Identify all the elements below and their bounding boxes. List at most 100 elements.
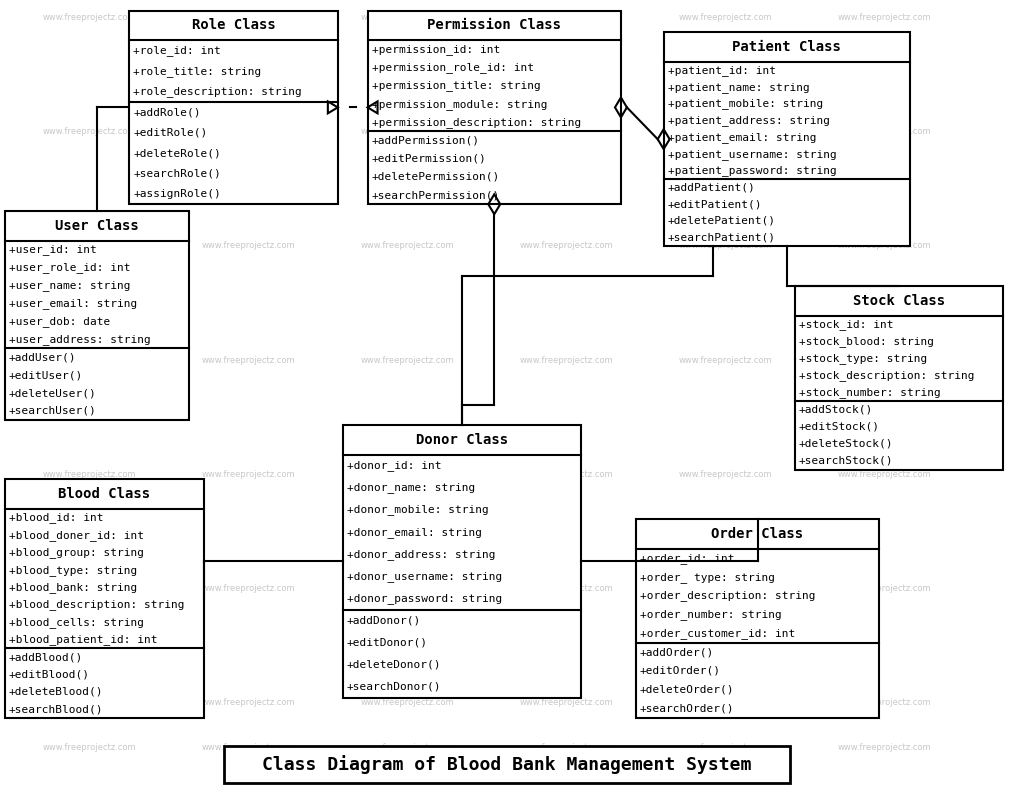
Text: +searchStock(): +searchStock() [798, 456, 893, 466]
Text: +deleteStock(): +deleteStock() [798, 439, 893, 449]
Text: +blood_description: string: +blood_description: string [9, 600, 184, 611]
Text: www.freeprojectz.com: www.freeprojectz.com [43, 743, 137, 752]
Text: Order Class: Order Class [711, 527, 803, 541]
Text: +patient_name: string: +patient_name: string [667, 82, 809, 93]
Text: +stock_type: string: +stock_type: string [798, 353, 926, 364]
Text: +order_ type: string: +order_ type: string [639, 572, 774, 583]
Text: +deleteUser(): +deleteUser() [9, 388, 97, 398]
Text: +blood_patient_id: int: +blood_patient_id: int [9, 634, 157, 645]
Bar [367, 10, 621, 204]
Text: +searchDonor(): +searchDonor() [346, 682, 441, 692]
Text: +user_dob: date: +user_dob: date [9, 316, 110, 327]
Text: +addBlood(): +addBlood() [9, 652, 84, 662]
Text: www.freeprojectz.com: www.freeprojectz.com [519, 743, 612, 752]
Text: +addOrder(): +addOrder() [639, 647, 713, 657]
Text: +searchPermission(): +searchPermission() [371, 190, 499, 200]
Text: +stock_blood: string: +stock_blood: string [798, 336, 932, 347]
Text: +donor_id: int: +donor_id: int [346, 460, 441, 471]
Bar [5, 479, 204, 718]
Text: +blood_group: string: +blood_group: string [9, 547, 144, 558]
Text: www.freeprojectz.com: www.freeprojectz.com [43, 699, 137, 707]
Text: User Class: User Class [55, 219, 139, 233]
Text: +patient_username: string: +patient_username: string [667, 149, 836, 159]
Text: www.freeprojectz.com: www.freeprojectz.com [678, 242, 771, 250]
Text: www.freeprojectz.com: www.freeprojectz.com [202, 743, 294, 752]
Text: +user_role_id: int: +user_role_id: int [9, 262, 130, 273]
Text: +deletePermission(): +deletePermission() [371, 172, 499, 182]
Text: Stock Class: Stock Class [852, 294, 945, 307]
Bar [663, 32, 909, 246]
Text: www.freeprojectz.com: www.freeprojectz.com [202, 699, 294, 707]
Text: www.freeprojectz.com: www.freeprojectz.com [43, 13, 137, 22]
Text: Class Diagram of Blood Bank Management System: Class Diagram of Blood Bank Management S… [262, 755, 751, 774]
Text: +stock_description: string: +stock_description: string [798, 370, 973, 381]
Text: +role_description: string: +role_description: string [133, 86, 302, 97]
Text: +deleteDonor(): +deleteDonor() [346, 660, 441, 670]
Text: www.freeprojectz.com: www.freeprojectz.com [678, 743, 771, 752]
Text: +donor_email: string: +donor_email: string [346, 527, 481, 538]
Text: www.freeprojectz.com: www.freeprojectz.com [837, 470, 930, 479]
Text: www.freeprojectz.com: www.freeprojectz.com [519, 699, 612, 707]
Text: +permission_title: string: +permission_title: string [371, 81, 540, 91]
Text: www.freeprojectz.com: www.freeprojectz.com [202, 13, 294, 22]
Text: +searchUser(): +searchUser() [9, 406, 97, 416]
Text: +blood_id: int: +blood_id: int [9, 512, 103, 524]
Text: www.freeprojectz.com: www.freeprojectz.com [360, 356, 453, 365]
Text: +permission_role_id: int: +permission_role_id: int [371, 63, 533, 73]
Text: www.freeprojectz.com: www.freeprojectz.com [360, 699, 453, 707]
Text: +addDonor(): +addDonor() [346, 615, 421, 626]
Text: +addPermission(): +addPermission() [371, 135, 479, 146]
Bar [223, 746, 789, 783]
Text: www.freeprojectz.com: www.freeprojectz.com [43, 128, 137, 136]
Text: +addUser(): +addUser() [9, 352, 76, 362]
Text: +editRole(): +editRole() [133, 128, 207, 138]
Text: +user_name: string: +user_name: string [9, 280, 130, 291]
Text: +editOrder(): +editOrder() [639, 666, 720, 676]
Text: www.freeprojectz.com: www.freeprojectz.com [678, 13, 771, 22]
Text: +editUser(): +editUser() [9, 370, 84, 380]
Text: +assignRole(): +assignRole() [133, 189, 221, 199]
Text: +deleteBlood(): +deleteBlood() [9, 687, 103, 697]
Text: +order_id: int: +order_id: int [639, 553, 734, 564]
Text: +blood_doner_id: int: +blood_doner_id: int [9, 530, 144, 541]
Text: +searchBlood(): +searchBlood() [9, 704, 103, 714]
Text: +editPatient(): +editPatient() [667, 200, 761, 209]
Text: +searchOrder(): +searchOrder() [639, 703, 734, 714]
Text: +donor_password: string: +donor_password: string [346, 593, 501, 604]
Text: +donor_username: string: +donor_username: string [346, 571, 501, 582]
Text: www.freeprojectz.com: www.freeprojectz.com [43, 356, 137, 365]
Text: www.freeprojectz.com: www.freeprojectz.com [837, 743, 930, 752]
Text: +editDonor(): +editDonor() [346, 638, 427, 648]
Text: Role Class: Role Class [192, 18, 275, 32]
Text: www.freeprojectz.com: www.freeprojectz.com [360, 13, 453, 22]
Text: +order_customer_id: int: +order_customer_id: int [639, 628, 794, 639]
Text: Permission Class: Permission Class [427, 18, 560, 32]
Text: +editPermission(): +editPermission() [371, 154, 486, 164]
Text: Patient Class: Patient Class [732, 40, 841, 55]
Text: www.freeprojectz.com: www.freeprojectz.com [837, 584, 930, 593]
Text: +editStock(): +editStock() [798, 422, 879, 432]
Text: +patient_address: string: +patient_address: string [667, 115, 828, 126]
Text: www.freeprojectz.com: www.freeprojectz.com [837, 242, 930, 250]
Text: www.freeprojectz.com: www.freeprojectz.com [360, 584, 453, 593]
Text: +patient_id: int: +patient_id: int [667, 65, 774, 76]
Text: +permission_id: int: +permission_id: int [371, 44, 499, 55]
Text: www.freeprojectz.com: www.freeprojectz.com [837, 128, 930, 136]
Text: +deleteOrder(): +deleteOrder() [639, 685, 734, 695]
Text: www.freeprojectz.com: www.freeprojectz.com [43, 470, 137, 479]
Text: www.freeprojectz.com: www.freeprojectz.com [360, 743, 453, 752]
Text: +deletePatient(): +deletePatient() [667, 216, 774, 226]
Text: +role_id: int: +role_id: int [133, 45, 221, 56]
Text: +stock_id: int: +stock_id: int [798, 318, 893, 329]
Text: +deleteRole(): +deleteRole() [133, 148, 221, 158]
Text: +searchPatient(): +searchPatient() [667, 233, 774, 242]
Text: +permission_module: string: +permission_module: string [371, 99, 546, 109]
Text: Blood Class: Blood Class [58, 487, 150, 501]
Text: +donor_name: string: +donor_name: string [346, 482, 475, 493]
Text: +user_email: string: +user_email: string [9, 298, 138, 309]
Text: www.freeprojectz.com: www.freeprojectz.com [678, 699, 771, 707]
Text: www.freeprojectz.com: www.freeprojectz.com [519, 470, 612, 479]
Text: www.freeprojectz.com: www.freeprojectz.com [837, 699, 930, 707]
Text: www.freeprojectz.com: www.freeprojectz.com [678, 584, 771, 593]
Text: +permission_description: string: +permission_description: string [371, 117, 580, 128]
